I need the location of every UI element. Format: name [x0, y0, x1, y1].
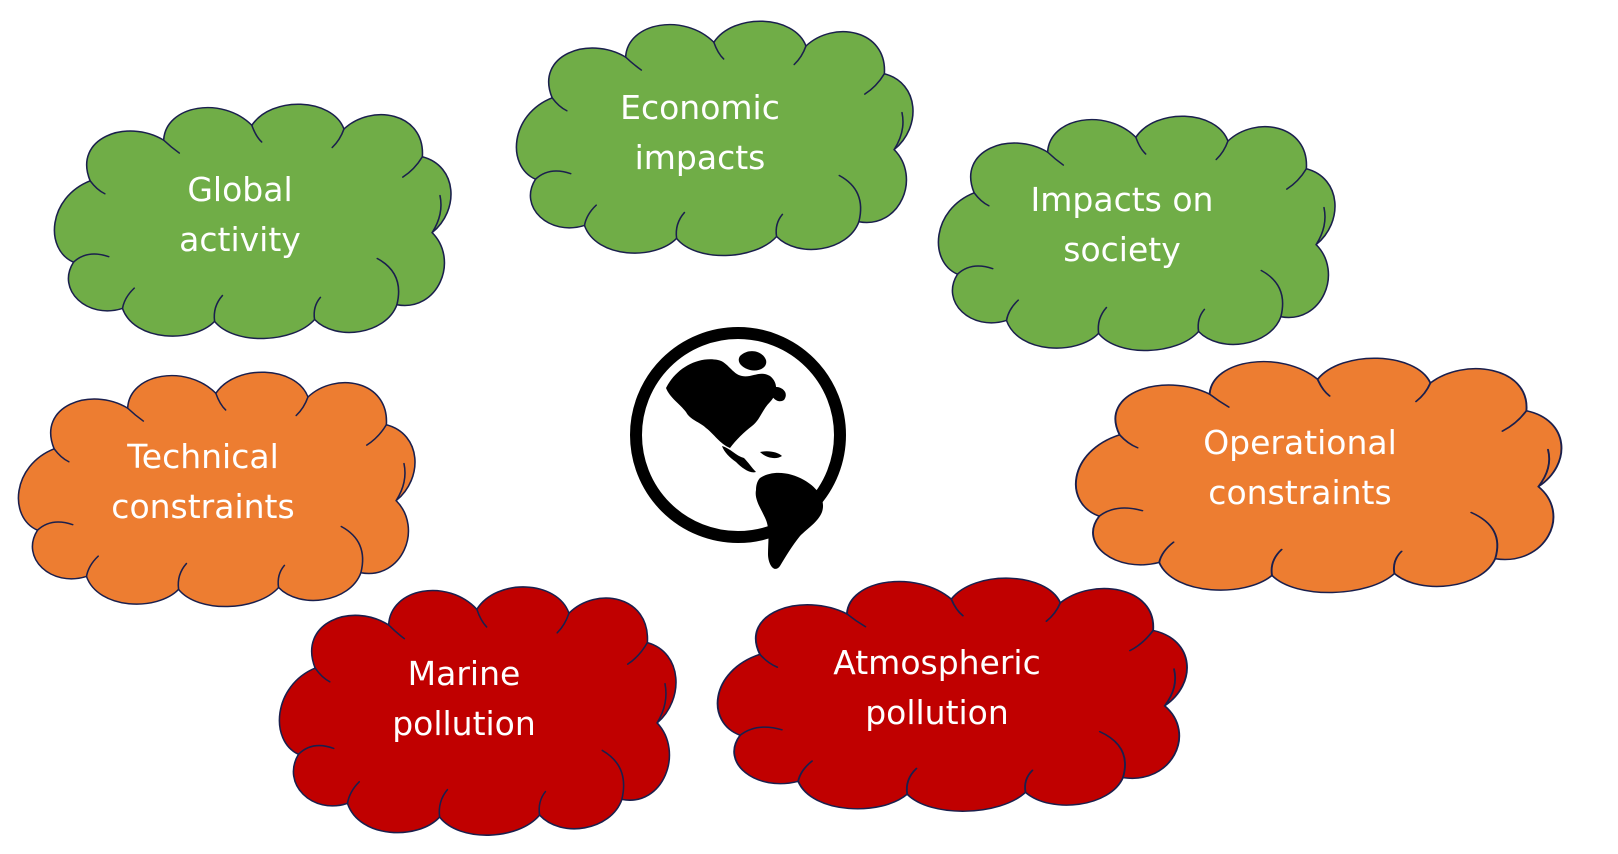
cloud-label-global-activity-line-1: Global — [187, 170, 292, 209]
south-america-shape — [755, 472, 824, 569]
cloud-label-marine-pollution-line-2: pollution — [392, 704, 536, 743]
cloud-label-economic-impacts-line-1: Economic — [620, 88, 780, 127]
cloud-label-marine-pollution-line-1: Marine — [408, 654, 521, 693]
cloud-label-technical-constraints-line-1: Technical — [126, 437, 279, 476]
cloud-label-atmospheric-pollution-line-1: Atmospheric — [833, 643, 1041, 682]
cloud-technical-constraints — [17, 371, 416, 608]
clouds-layer — [17, 20, 1563, 836]
globe-americas-icon — [630, 327, 846, 569]
caribbean-shape — [760, 451, 782, 459]
cloud-economic-impacts — [515, 20, 914, 257]
island-shape — [770, 386, 786, 402]
north-america-shape — [666, 359, 777, 448]
cloud-global-activity — [53, 103, 452, 340]
cloud-label-operational-constraints-line-2: constraints — [1208, 473, 1391, 512]
cloud-label-impacts-on-society-line-1: Impacts on — [1031, 180, 1214, 219]
cloud-label-technical-constraints-line-2: constraints — [111, 487, 294, 526]
cloud-operational-constraints — [1074, 357, 1563, 594]
greenland-shape — [738, 351, 767, 371]
cloud-label-operational-constraints-line-1: Operational — [1203, 423, 1397, 462]
central-america-shape — [722, 446, 756, 473]
cloud-label-impacts-on-society-line-2: society — [1063, 230, 1180, 269]
cloud-marine-pollution — [278, 586, 677, 836]
cloud-label-atmospheric-pollution-line-2: pollution — [865, 693, 1009, 732]
cloud-impacts-on-society — [937, 115, 1336, 352]
cloud-label-global-activity-line-2: activity — [179, 220, 301, 259]
labels-layer: Global activity Economic impacts Impacts… — [111, 88, 1397, 743]
cloud-atmospheric-pollution — [716, 577, 1188, 813]
cloud-label-economic-impacts-line-2: impacts — [635, 138, 766, 177]
